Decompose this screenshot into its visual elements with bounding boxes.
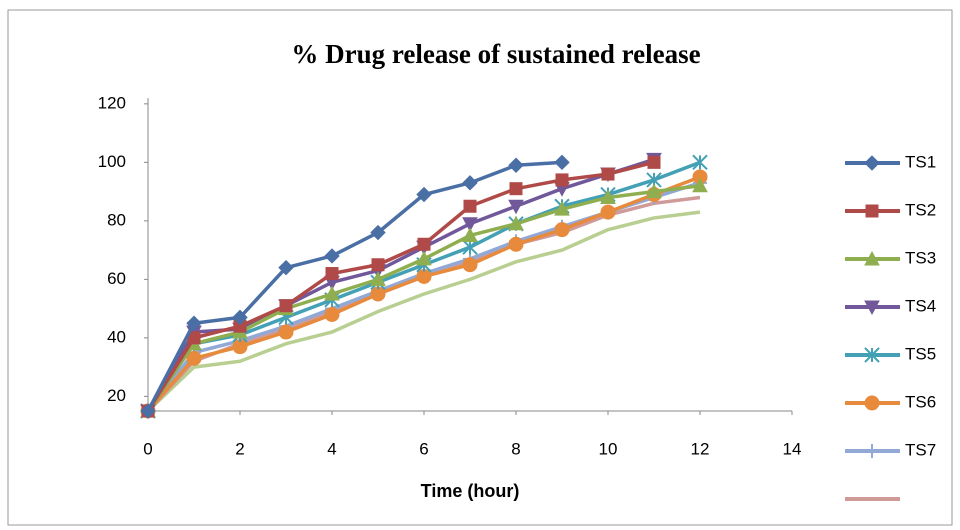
marker xyxy=(370,224,386,241)
series-line xyxy=(146,160,563,412)
legend-label: TS1 xyxy=(905,152,936,171)
legend-label: TS6 xyxy=(905,392,936,411)
legend-label: TS7 xyxy=(905,440,936,459)
legend-label: TS3 xyxy=(905,248,936,267)
marker xyxy=(370,271,386,286)
marker xyxy=(462,217,478,232)
legend-marker xyxy=(865,204,879,218)
marker xyxy=(692,154,708,171)
legend-label: TS2 xyxy=(905,200,936,219)
y-tick-label: 80 xyxy=(107,210,126,229)
marker xyxy=(462,227,478,242)
x-tick-label: 8 xyxy=(511,439,520,458)
marker xyxy=(692,177,708,193)
marker xyxy=(554,201,570,216)
legend-label: TS4 xyxy=(905,296,936,315)
marker xyxy=(508,215,524,231)
marker xyxy=(554,222,570,238)
marker xyxy=(324,306,340,322)
legend-marker xyxy=(864,155,880,171)
series-line xyxy=(146,160,655,412)
x-tick-label: 6 xyxy=(419,439,428,458)
x-tick-label: 10 xyxy=(599,439,618,458)
marker xyxy=(279,299,293,313)
marker xyxy=(646,183,662,199)
marker xyxy=(416,250,432,266)
marker xyxy=(232,309,248,326)
marker xyxy=(508,236,524,252)
y-tick-label: 20 xyxy=(107,386,126,405)
marker xyxy=(601,167,615,181)
marker xyxy=(554,154,570,171)
marker xyxy=(417,237,431,251)
legend-marker xyxy=(864,395,880,411)
legend-marker xyxy=(864,300,880,316)
legend-marker xyxy=(865,444,879,458)
x-tick-label: 14 xyxy=(783,439,802,458)
marker xyxy=(600,189,616,204)
marker xyxy=(278,324,294,340)
x-tick-label: 0 xyxy=(143,439,152,458)
chart-frame xyxy=(7,9,953,526)
x-tick-label: 4 xyxy=(327,439,336,458)
legend-marker xyxy=(864,250,880,266)
marker xyxy=(508,199,524,215)
x-tick-label: 12 xyxy=(691,439,710,458)
marker xyxy=(324,248,340,264)
legend-marker xyxy=(864,347,880,363)
marker xyxy=(278,259,294,276)
marker xyxy=(186,315,202,331)
marker xyxy=(462,239,478,255)
x-tick-label: 2 xyxy=(235,439,244,458)
marker xyxy=(555,173,569,187)
x-axis-label: Time (hour) xyxy=(421,481,520,501)
marker xyxy=(324,285,340,301)
y-tick-label: 120 xyxy=(98,93,126,112)
marker xyxy=(416,186,432,203)
marker xyxy=(462,257,478,273)
marker xyxy=(647,155,661,169)
y-tick-label: 100 xyxy=(98,152,126,171)
marker xyxy=(186,350,202,366)
y-tick-label: 40 xyxy=(107,327,126,346)
marker xyxy=(463,199,477,213)
series-line xyxy=(146,210,701,413)
marker xyxy=(508,157,524,173)
marker xyxy=(325,267,339,281)
marker xyxy=(140,403,156,419)
legend-label: TS5 xyxy=(905,344,936,363)
marker xyxy=(600,204,616,220)
chart-title: % Drug release of sustained release xyxy=(291,39,700,69)
y-tick-label: 60 xyxy=(107,269,126,288)
marker xyxy=(462,175,478,191)
marker xyxy=(371,258,385,272)
marker xyxy=(509,182,523,196)
